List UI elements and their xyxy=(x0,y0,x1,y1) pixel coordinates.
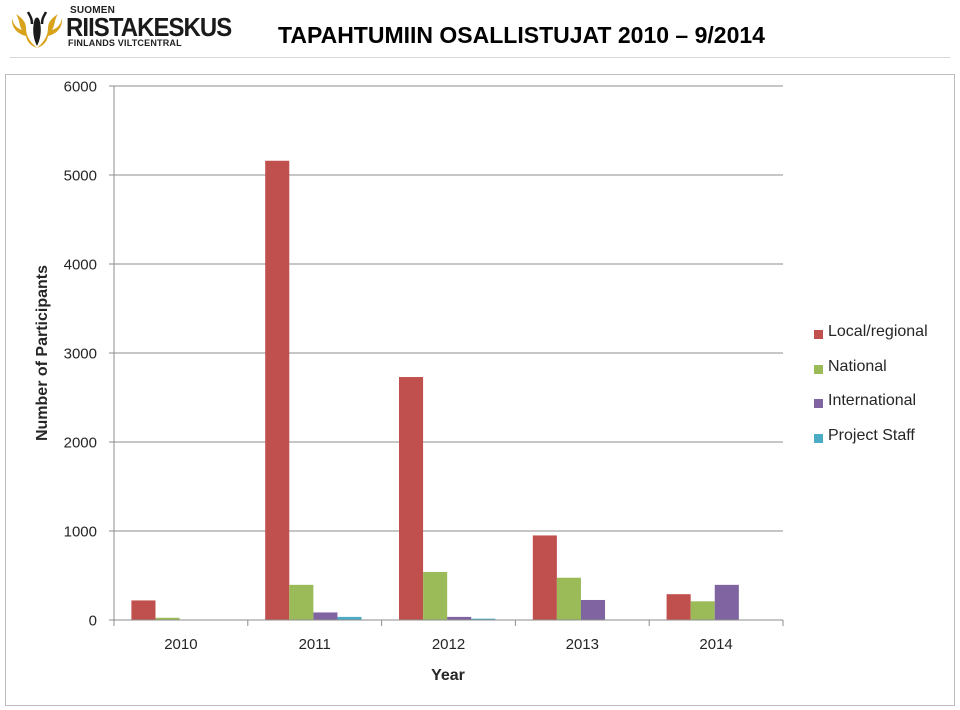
bar-2012-local-regional xyxy=(398,377,424,620)
y-tick-label: 4000 xyxy=(64,257,97,274)
bar-2013-international xyxy=(580,599,606,620)
x-tick-label: 2013 xyxy=(566,636,599,653)
x-tick-label: 2012 xyxy=(432,636,465,653)
x-axis-title: Year xyxy=(431,667,465,684)
legend-label: Project Staff xyxy=(828,426,915,444)
bar-2011-international xyxy=(313,612,338,620)
logo-text-finlands-viltcentral: FINLANDS VILTCENTRAL xyxy=(68,38,182,48)
bar-2014-local-regional xyxy=(666,594,691,620)
bar-2010-national xyxy=(155,617,180,620)
y-tick-label: 5000 xyxy=(64,168,97,185)
axes xyxy=(109,85,784,626)
logo-text-riistakeskus: RIISTAKESKUS xyxy=(66,12,232,42)
y-tick-label: 0 xyxy=(89,613,97,630)
y-axis-title: Number of Participants xyxy=(34,265,51,441)
legend-swatch xyxy=(814,433,823,443)
header-divider xyxy=(10,57,950,58)
bar-2012-international xyxy=(447,616,472,620)
y-tick-label: 2000 xyxy=(64,435,97,452)
legend-swatch xyxy=(814,330,823,339)
bar-2012-project-staff xyxy=(471,618,496,620)
bar-2010-local-regional xyxy=(131,600,156,620)
legend-label: International xyxy=(828,392,917,409)
bar-2011-national xyxy=(289,584,314,620)
x-tick-label: 2014 xyxy=(699,636,732,653)
bars xyxy=(131,160,739,620)
bar-2011-project-staff xyxy=(337,616,362,620)
gridlines xyxy=(114,85,783,532)
bar-2011-local-regional xyxy=(265,160,290,620)
y-tick-labels: 0 1000 2000 3000 4000 5000 6000 xyxy=(64,79,97,630)
riistakeskus-logo: SUOMEN RIISTAKESKUS FINLANDS VILTCENTRAL xyxy=(10,2,250,52)
bar-2014-national xyxy=(690,601,715,620)
bar-2014-international xyxy=(714,584,739,620)
bar-2013-local-regional xyxy=(532,535,557,620)
bar-2013-national xyxy=(556,577,581,620)
legend-swatch xyxy=(814,399,823,408)
chart-frame xyxy=(5,74,955,706)
legend-label: Local/regional xyxy=(828,323,928,340)
y-tick-label: 3000 xyxy=(64,346,97,363)
x-tick-label: 2010 xyxy=(164,636,197,653)
bar-2012-national xyxy=(423,571,448,620)
y-tick-label: 6000 xyxy=(64,79,97,96)
x-tick-label: 2011 xyxy=(299,636,331,653)
logo-text-suomen: SUOMEN xyxy=(70,5,116,16)
antler-logo-icon xyxy=(11,11,63,48)
legend-label: National xyxy=(828,357,887,375)
y-tick-label: 1000 xyxy=(64,524,97,541)
x-tick-labels: 2010 2011 2012 2013 2014 xyxy=(164,636,733,653)
page-title: TAPAHTUMIIN OSALLISTUJAT 2010 – 9/2014 xyxy=(278,22,765,48)
legend-swatch xyxy=(814,364,823,374)
